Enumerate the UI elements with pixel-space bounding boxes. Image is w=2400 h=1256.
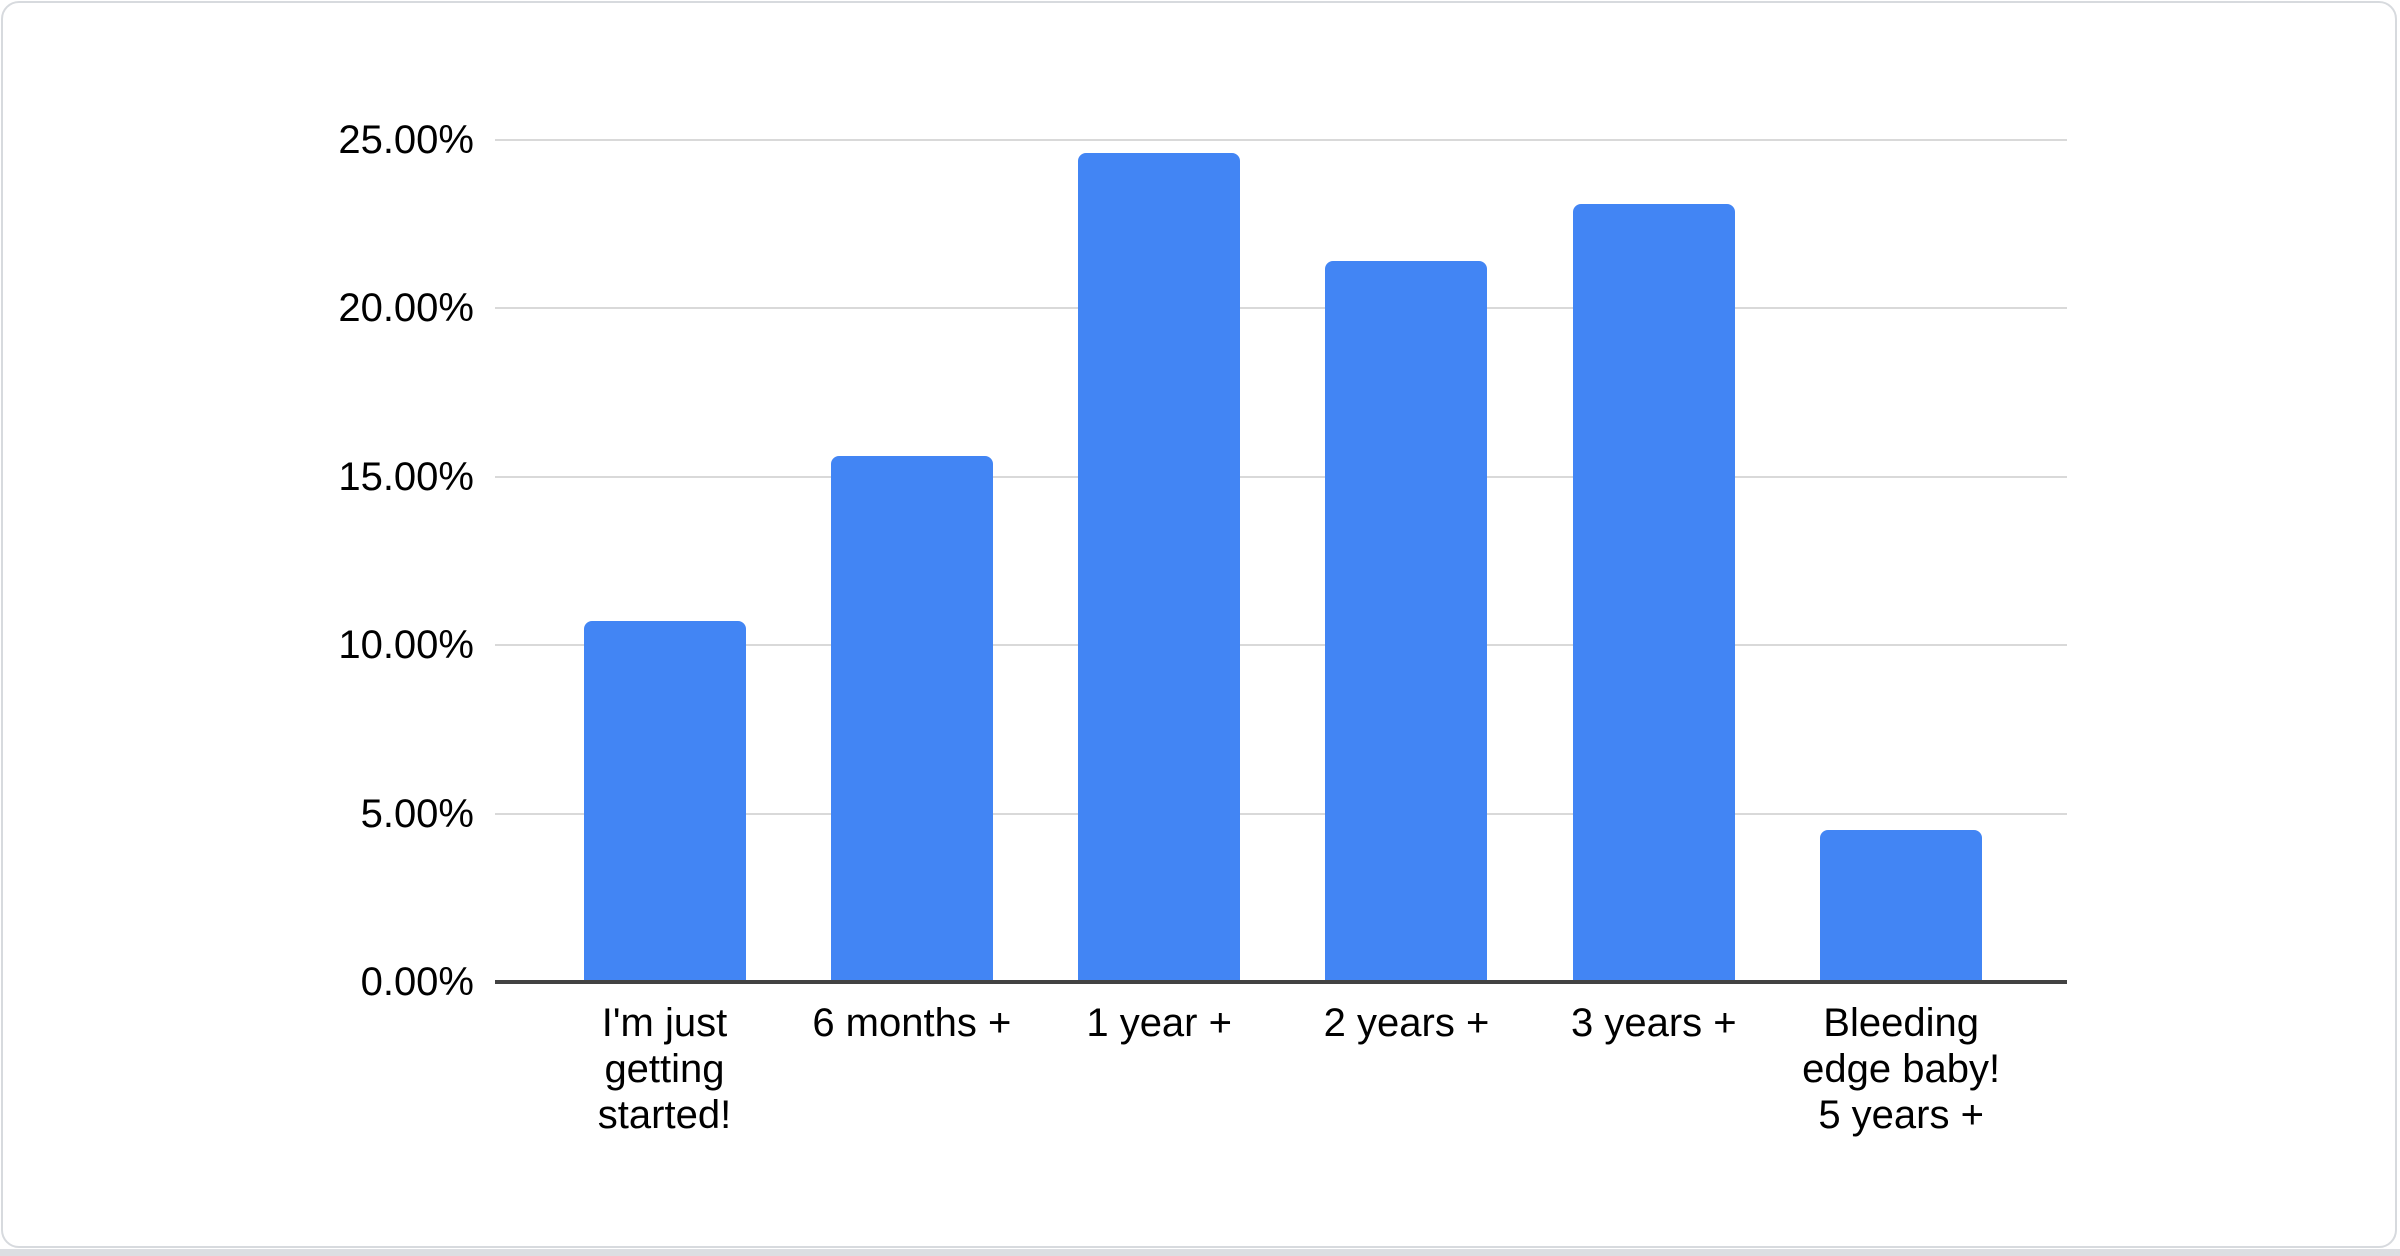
chart-bar-3: [1078, 152, 1241, 982]
x-category-label: 3 years +: [1570, 1001, 1737, 1045]
x-category-label: 6 months +: [812, 1001, 1012, 1045]
y-tick-label: 0.00%: [360, 960, 474, 1004]
x-category-label: 1 year +: [1086, 1001, 1232, 1045]
y-tick-label: 5.00%: [360, 791, 474, 836]
gridline-20: [495, 307, 2067, 309]
gridline-10: [495, 644, 2067, 646]
chart-bar-4: [1325, 260, 1488, 982]
x-axis-line: [495, 980, 2067, 984]
gridline-25: [495, 138, 2067, 141]
gridline-15: [495, 475, 2067, 478]
x-category-label: Bleeding edge baby! 5 years +: [1802, 1001, 2001, 1137]
page-bottom-divider: [0, 1249, 2400, 1256]
x-category-label: I'm just getting started!: [597, 1001, 732, 1137]
gridline-5: [495, 812, 2067, 815]
chart-bar-6: [1820, 830, 1983, 982]
chart-bar-1: [583, 621, 746, 982]
y-tick-label: 15.00%: [338, 454, 474, 499]
y-tick-label: 25.00%: [338, 117, 474, 162]
x-category-label: 2 years +: [1323, 1001, 1490, 1045]
chart-bar-2: [830, 456, 993, 982]
chart-bar-5: [1572, 203, 1735, 982]
y-tick-label: 20.00%: [338, 286, 474, 330]
y-tick-label: 10.00%: [338, 623, 474, 667]
